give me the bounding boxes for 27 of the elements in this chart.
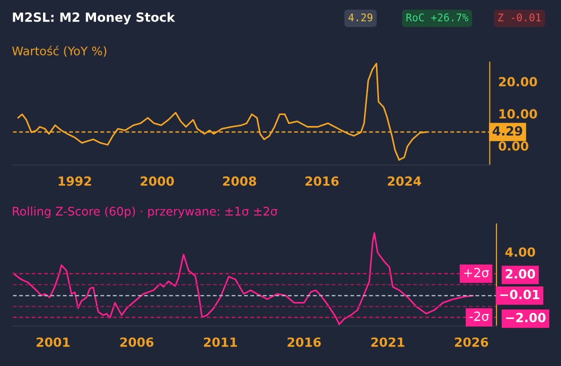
ref-line-label: +2σ: [464, 268, 489, 278]
x-tick-label: 1992: [58, 176, 92, 186]
text: 4.29: [348, 13, 372, 22]
text: Z -0.01: [498, 13, 541, 22]
x-tick-label: 2016: [288, 337, 321, 347]
y-tick-label: 0.00: [498, 141, 528, 151]
y-tick-label: 2.00: [506, 269, 536, 279]
x-tick-label: 2008: [223, 176, 256, 186]
y-tick-label: 10.00: [499, 109, 538, 119]
ref-line-label: 4.29: [492, 126, 522, 136]
x-tick-label: 2001: [36, 337, 70, 347]
text: RoC +26.7%: [406, 13, 468, 22]
chart-subtitle: Wartość (YoY %): [12, 46, 106, 57]
x-tick-label: 2000: [140, 176, 174, 186]
x-tick-label: 2011: [204, 337, 237, 347]
chart-title: Rolling Z-Score (60p) · przerywane: ±1σ ±2σ: [12, 206, 278, 218]
chart-title: M2SL: M2 Money Stock: [12, 12, 176, 24]
ref-line-label: -2σ: [469, 312, 489, 321]
x-tick-label: 2026: [454, 337, 488, 347]
x-tick-label: 2016: [305, 176, 339, 186]
x-tick-label: 2024: [388, 176, 422, 186]
y-tick-label: 4.00: [505, 247, 536, 257]
ref-line-label: −0.01: [500, 290, 540, 300]
y-tick-label: −2.00: [506, 312, 546, 322]
x-tick-label: 2006: [120, 337, 154, 347]
y-tick-label: 20.00: [499, 76, 538, 86]
x-tick-label: 2021: [371, 337, 404, 347]
